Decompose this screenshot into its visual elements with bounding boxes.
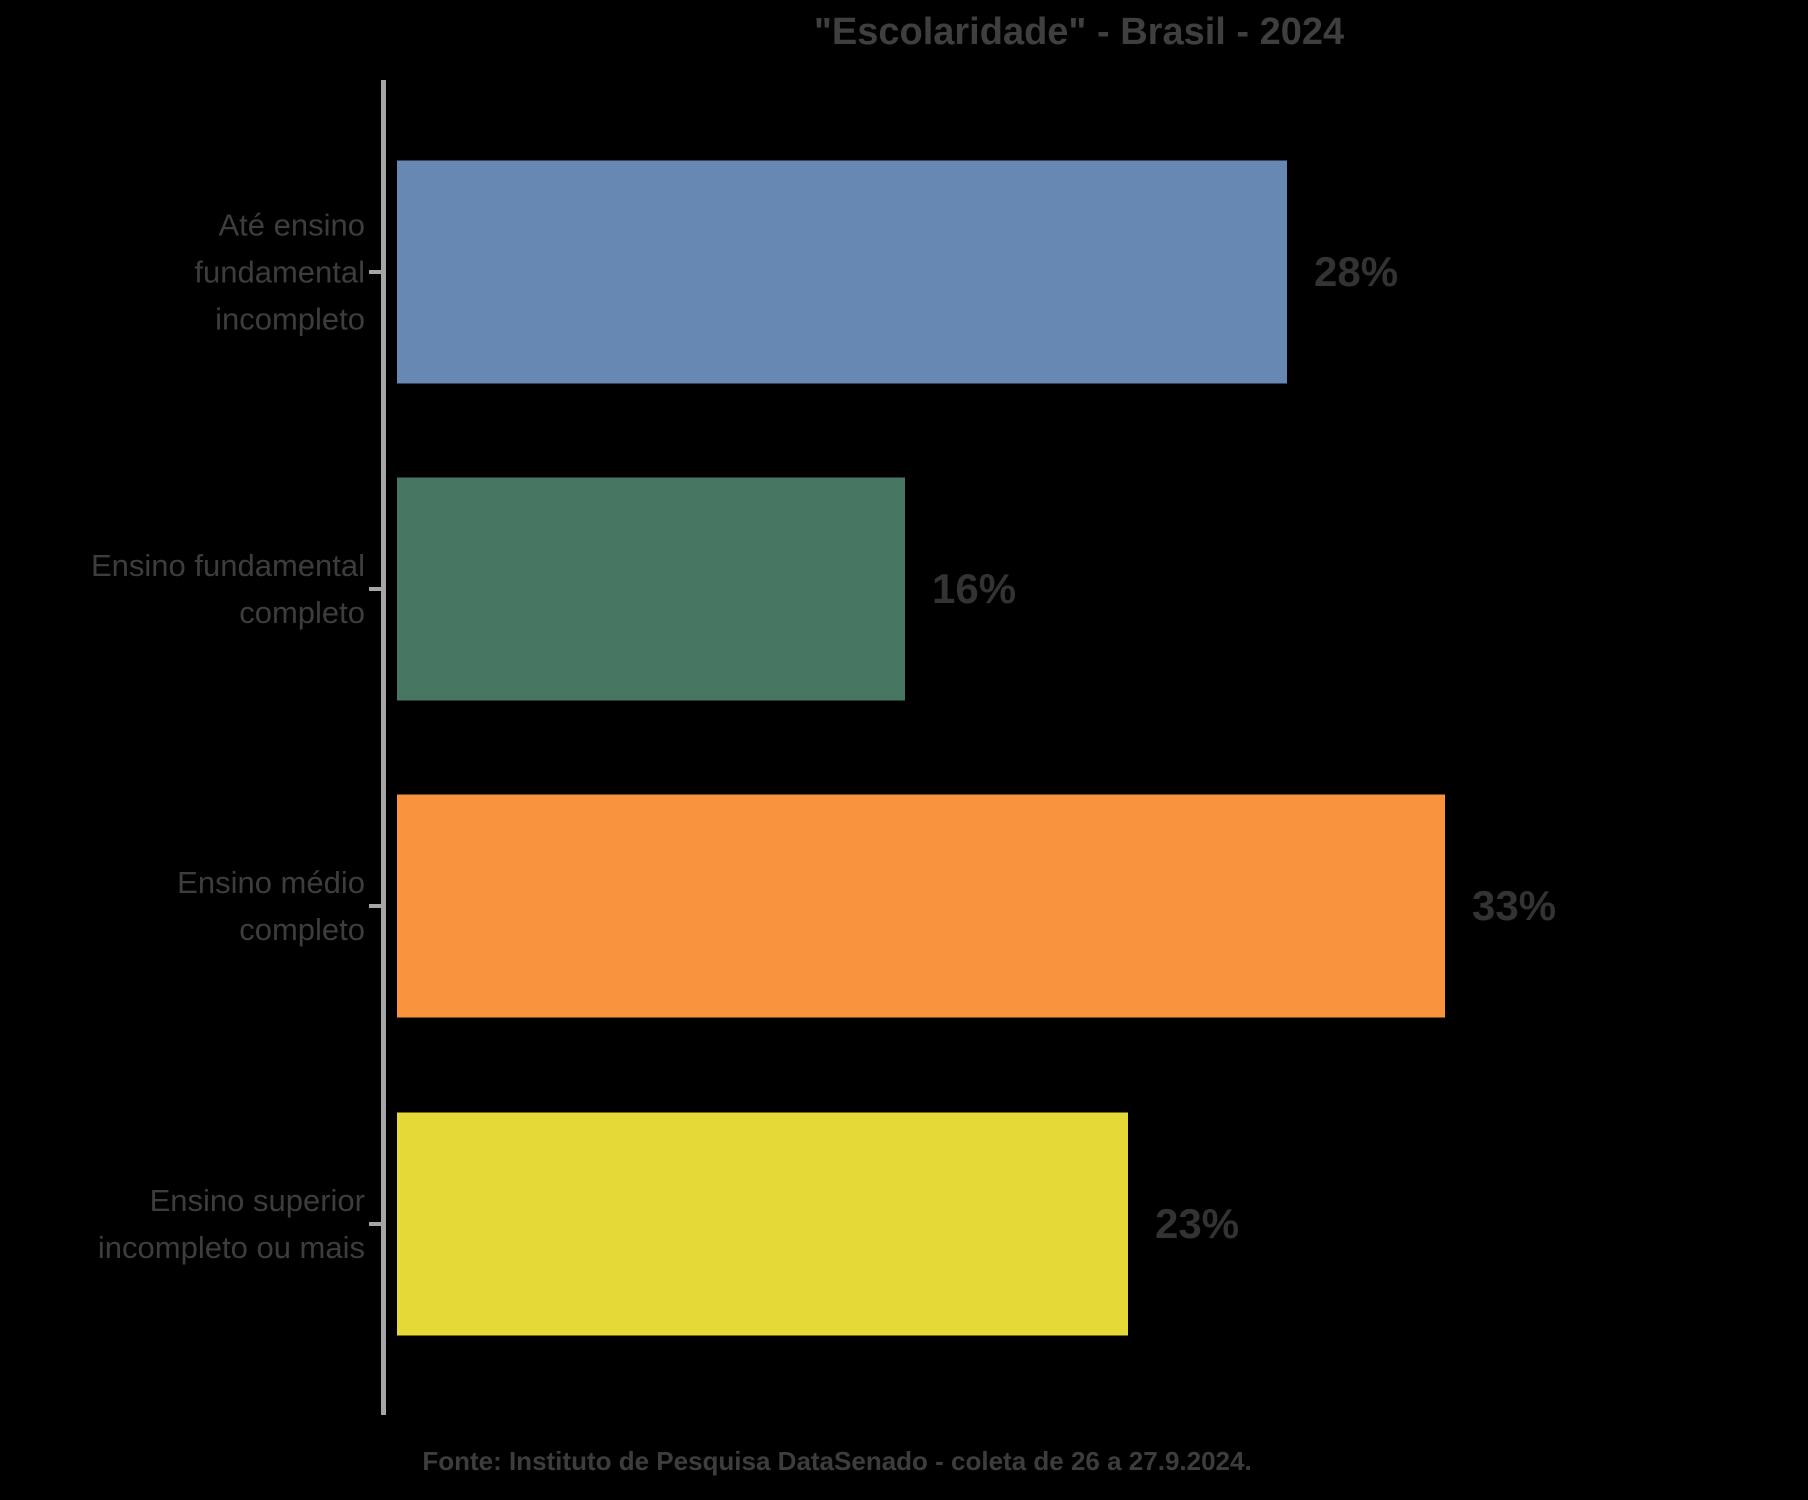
y-axis-line	[381, 80, 386, 1415]
axis-tick	[369, 587, 382, 592]
category-label: Ensino fundamental completo	[90, 548, 365, 631]
value-label: 23%	[1155, 1199, 1240, 1247]
value-label: 16%	[932, 565, 1017, 613]
chart-title: "Escolaridade" - Brasil - 2024	[813, 11, 1345, 53]
bar	[397, 477, 905, 701]
category-label: Até ensino fundamental incompleto	[194, 207, 365, 337]
bar	[397, 160, 1287, 384]
category-label: Ensino superior incompleto ou mais	[97, 1182, 365, 1265]
bar	[397, 794, 1445, 1018]
axis-tick	[369, 1221, 382, 1226]
value-label: 33%	[1472, 882, 1557, 930]
value-label: 28%	[1314, 248, 1399, 295]
category-label: Ensino médio completo	[177, 865, 365, 948]
axis-tick	[369, 270, 382, 274]
axis-tick	[369, 904, 382, 909]
bar	[397, 1112, 1128, 1336]
source-note: Fonte: Instituto de Pesquisa DataSenado …	[422, 1446, 1252, 1476]
